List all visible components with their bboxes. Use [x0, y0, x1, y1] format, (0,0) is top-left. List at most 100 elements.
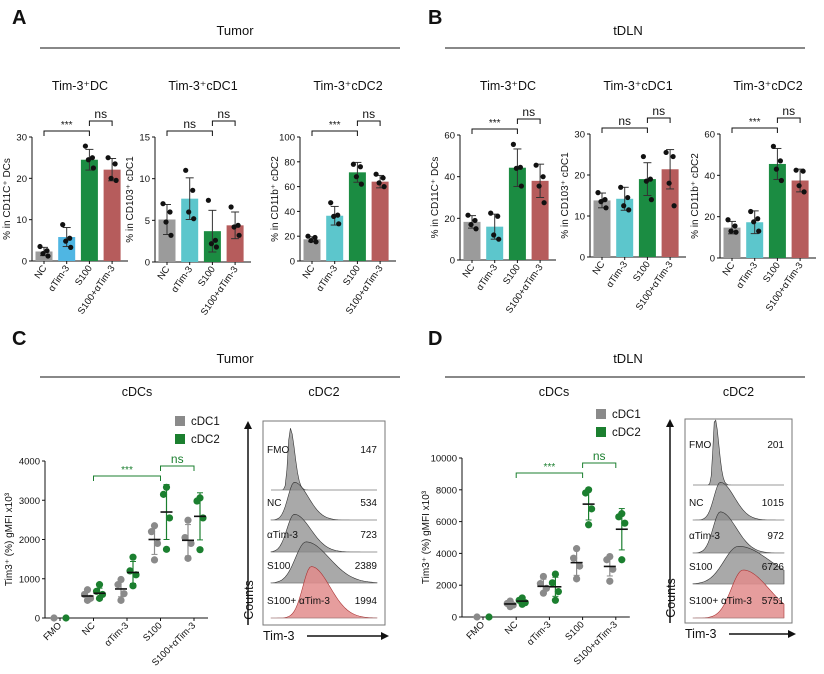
bar: [80, 159, 98, 261]
legend-swatch: [175, 434, 185, 444]
y-tick-label: 40: [444, 172, 455, 183]
x-tick-label: S100: [141, 620, 164, 643]
data-point: [640, 153, 647, 160]
row-value: 201: [767, 440, 784, 451]
y-tick-label: 20: [444, 214, 455, 225]
x-tick-label: S100: [501, 262, 523, 286]
data-point: [196, 546, 204, 554]
bar: [791, 180, 809, 258]
data-point: [150, 556, 159, 564]
x-tick-label: NC: [33, 263, 50, 281]
data-point: [626, 207, 632, 213]
data-point: [187, 539, 195, 548]
data-point: [576, 562, 584, 570]
y-axis-label: Counts: [664, 578, 678, 618]
y-tick-label: 10: [139, 174, 150, 185]
row-label: NC: [689, 498, 703, 509]
data-point: [468, 221, 474, 228]
significance-label: ns: [593, 449, 606, 463]
data-point: [554, 587, 563, 596]
y-tick-label: 20: [16, 174, 27, 185]
y-tick-label: 2000: [19, 535, 40, 546]
y-tick-label: 15: [139, 133, 150, 144]
data-point: [473, 226, 479, 232]
legend-swatch: [596, 409, 606, 419]
significance-bracket: [582, 462, 617, 468]
data-point: [112, 161, 118, 167]
series-cdc2: [62, 483, 207, 622]
data-point: [373, 171, 379, 177]
data-point: [113, 177, 119, 183]
x-tick-label: αTim-3: [604, 259, 630, 289]
significance-label: ***: [544, 462, 556, 473]
data-point: [199, 514, 207, 522]
data-point: [517, 164, 524, 170]
data-point: [625, 194, 631, 201]
data-point: [518, 600, 526, 608]
data-point: [518, 183, 525, 189]
chart-title: Tim-3⁺cDC1: [603, 79, 672, 93]
data-point: [513, 165, 520, 171]
data-point: [801, 189, 807, 195]
y-tick-label: 4000: [19, 457, 40, 468]
data-point: [473, 613, 481, 621]
significance-bracket: [356, 120, 381, 126]
data-point: [666, 180, 672, 186]
data-point: [183, 167, 189, 173]
section-title: Tumor: [216, 351, 254, 366]
row-label: S100+ αTim-3: [267, 596, 330, 607]
data-point: [50, 614, 58, 622]
significance-bracket: [311, 130, 358, 136]
data-point: [205, 197, 211, 203]
x-tick-label: αTim-3: [474, 262, 500, 292]
data-point: [358, 181, 364, 187]
x-tick-label: NC: [503, 619, 521, 637]
x-tick-label: S100: [73, 263, 95, 287]
row-label: αTim-3: [689, 531, 720, 542]
data-point: [648, 197, 655, 203]
significance-bracket: [515, 472, 584, 478]
chart-title: Tim-3⁺DC: [480, 79, 536, 93]
data-point: [548, 579, 557, 587]
data-point: [186, 209, 192, 215]
data-point: [618, 184, 624, 190]
data-point: [496, 236, 502, 242]
y-tick-label: 3000: [19, 496, 40, 507]
bar: [723, 227, 741, 258]
x-tick-label: αTim-3: [46, 263, 72, 293]
y-axis-label: % in CD11b⁺ cDC2: [270, 156, 281, 242]
arrow-head-icon: [666, 419, 674, 427]
data-point: [181, 533, 189, 542]
data-point: [160, 201, 166, 207]
y-tick-label: 60: [284, 182, 295, 193]
data-point: [45, 253, 51, 259]
significance-bracket: [516, 118, 541, 124]
data-point: [796, 183, 802, 189]
row-value: 6726: [762, 562, 785, 573]
y-tick-label: 6000: [436, 517, 457, 528]
data-point: [313, 239, 319, 245]
data-point: [335, 212, 341, 218]
data-point: [153, 539, 162, 548]
y-axis-label: % in CD11b⁺ cDC2: [690, 153, 701, 239]
data-point: [90, 165, 96, 171]
arrow-head-icon: [381, 632, 389, 640]
bar: [326, 215, 344, 261]
data-point: [95, 594, 104, 602]
x-tick-label: αTim-3: [314, 263, 340, 293]
data-point: [184, 516, 192, 524]
data-point: [117, 596, 125, 604]
significance-bracket: [43, 130, 90, 136]
data-point: [793, 167, 799, 173]
data-point: [609, 565, 617, 573]
significance-label: ns: [782, 104, 795, 118]
bar: [616, 198, 634, 257]
significance-label: ***: [749, 117, 761, 128]
bar: [35, 251, 53, 261]
histogram-trace: [692, 545, 785, 585]
data-point: [585, 521, 593, 529]
y-tick-label: 5: [145, 216, 150, 227]
data-point: [212, 237, 218, 243]
data-point: [129, 553, 137, 561]
row-label: S100: [689, 562, 713, 573]
